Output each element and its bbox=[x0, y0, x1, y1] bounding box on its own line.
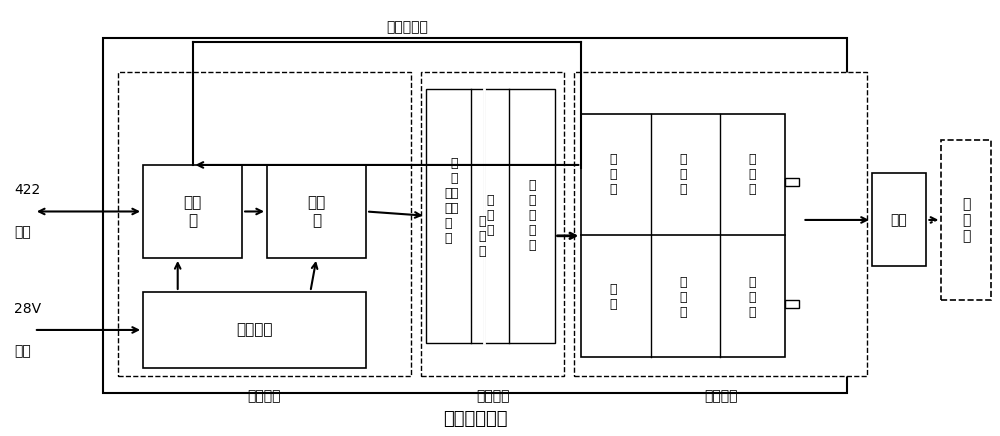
FancyBboxPatch shape bbox=[426, 89, 555, 343]
FancyBboxPatch shape bbox=[872, 174, 926, 266]
FancyBboxPatch shape bbox=[143, 165, 242, 258]
Text: 测
试
腔: 测 试 腔 bbox=[679, 153, 687, 196]
Text: 总线: 总线 bbox=[14, 226, 31, 240]
Text: 补
油
口: 补 油 口 bbox=[749, 153, 756, 196]
Text: 422: 422 bbox=[14, 183, 40, 198]
Text: 电源变换: 电源变换 bbox=[236, 323, 273, 337]
Text: 直
齿
轮: 直 齿 轮 bbox=[486, 194, 494, 237]
Text: 油
压
缸: 油 压 缸 bbox=[679, 276, 687, 319]
Text: 软管: 软管 bbox=[891, 213, 908, 227]
Text: 电气组件: 电气组件 bbox=[248, 389, 281, 403]
Text: 无
刷
电
机: 无 刷 电 机 bbox=[450, 157, 458, 215]
FancyBboxPatch shape bbox=[421, 72, 564, 377]
Text: 直
齿
轮: 直 齿 轮 bbox=[478, 215, 486, 259]
Text: 刹
车
盘: 刹 车 盘 bbox=[962, 197, 970, 243]
Text: 无
刷
电
机: 无 刷 电 机 bbox=[444, 187, 452, 245]
Text: 传
感
器: 传 感 器 bbox=[610, 153, 617, 196]
Text: 刹车控制装置: 刹车控制装置 bbox=[443, 410, 507, 428]
Text: 处理
器: 处理 器 bbox=[183, 195, 202, 228]
FancyBboxPatch shape bbox=[574, 72, 867, 377]
FancyBboxPatch shape bbox=[118, 72, 411, 377]
FancyBboxPatch shape bbox=[267, 165, 366, 258]
Text: 机械组件: 机械组件 bbox=[476, 389, 509, 403]
Text: 活
塞: 活 塞 bbox=[610, 283, 617, 311]
Bar bbox=[785, 300, 799, 308]
Text: 滚
珠
丝
杠
副: 滚 珠 丝 杠 副 bbox=[528, 179, 536, 252]
Text: 电源: 电源 bbox=[14, 344, 31, 358]
Text: 出
油
口: 出 油 口 bbox=[749, 276, 756, 319]
Text: 驱动
器: 驱动 器 bbox=[307, 195, 326, 228]
Bar bbox=[785, 178, 799, 186]
FancyBboxPatch shape bbox=[581, 114, 785, 358]
Text: 液压组件: 液压组件 bbox=[704, 389, 737, 403]
FancyBboxPatch shape bbox=[103, 38, 847, 393]
Text: 压力、温度: 压力、温度 bbox=[386, 20, 428, 34]
Text: 28V: 28V bbox=[14, 302, 41, 316]
FancyBboxPatch shape bbox=[941, 140, 991, 300]
FancyBboxPatch shape bbox=[143, 292, 366, 368]
